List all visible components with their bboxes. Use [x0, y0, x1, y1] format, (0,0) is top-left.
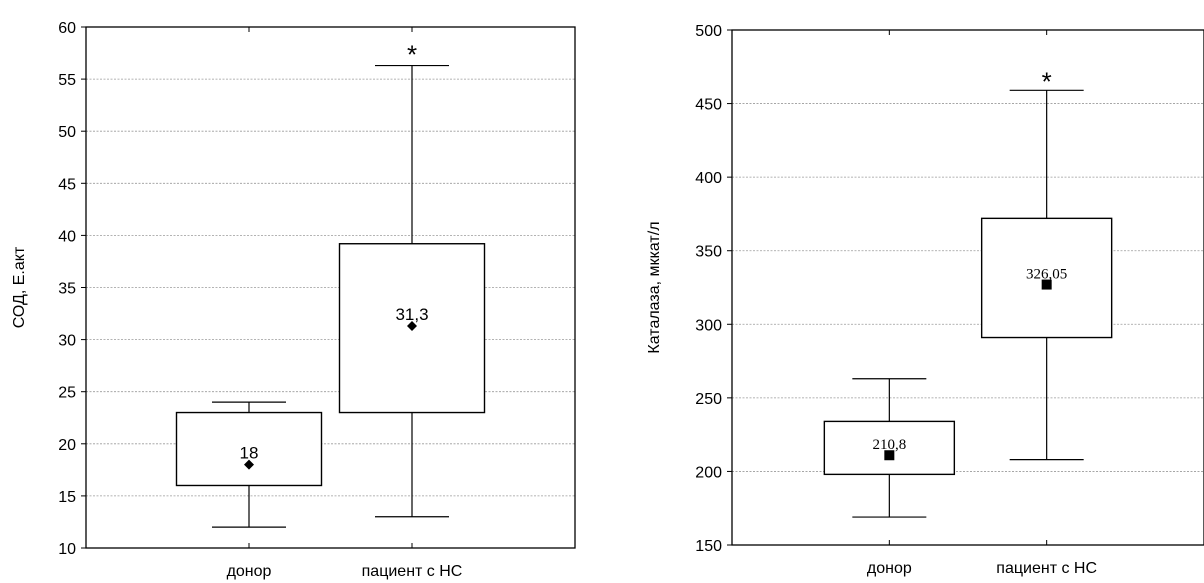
- chart1-x-category-label: пациент с НС: [362, 563, 463, 580]
- chart1-box-2-center-marker: [407, 321, 417, 332]
- chart1-y-tick-label: 45: [58, 176, 76, 193]
- chart1-plot-frame: [85, 26, 576, 549]
- chart2-box-2-significance-mark: *: [1042, 66, 1052, 96]
- chart1-y-tick-label: 10: [58, 541, 76, 558]
- chart1-box-2-value-label: 31,3: [395, 305, 428, 324]
- chart1-y-tick-label: 50: [58, 124, 76, 141]
- chart2-box-2-iqr-box: [980, 217, 1113, 339]
- chart1-y-tick-label: 25: [58, 385, 76, 402]
- chart1-y-tick-label: 20: [58, 437, 76, 454]
- chart2-y-tick-label: 450: [695, 97, 722, 114]
- chart2-box-2-center-marker: [1041, 279, 1052, 290]
- chart1-y-tick-label: 55: [58, 72, 76, 89]
- chart2-y-axis-title: Каталаза, мккат/л: [646, 221, 663, 353]
- chart1-y-tick-label: 15: [58, 489, 76, 506]
- chart1-box-2-significance-mark: *: [407, 40, 417, 70]
- chart1-y-tick-label: 40: [58, 228, 76, 245]
- chart1-y-tick-label: 30: [58, 333, 76, 350]
- chart2-y-tick-label: 300: [695, 317, 722, 334]
- chart2-y-tick-label: 200: [695, 464, 722, 481]
- chart2-y-tick-label: 500: [695, 23, 722, 40]
- chart2-y-tick-label: 350: [695, 244, 722, 261]
- chart2-box-2-value-label: 326,05: [1026, 267, 1067, 283]
- chart2-box-1-value-label: 210,8: [872, 437, 906, 453]
- chart1-box-1-value-label: 18: [240, 444, 259, 463]
- chart2-plot-frame: [731, 29, 1204, 546]
- chart1-box-1-center-marker: [244, 459, 254, 470]
- chart1-y-tick-label: 60: [58, 20, 76, 37]
- chart2-x-category-label: пациент с НС: [996, 560, 1097, 577]
- chart2-y-tick-label: 150: [695, 538, 722, 555]
- chart1-x-category-label: донор: [227, 563, 272, 580]
- chart1-y-tick-label: 35: [58, 281, 76, 298]
- chart1-box-1-iqr-box: [175, 411, 323, 487]
- chart2-x-category-label: донор: [867, 560, 912, 577]
- chart2-box-1-center-marker: [884, 450, 895, 461]
- chart2-y-tick-label: 250: [695, 391, 722, 408]
- chart2-y-tick-label: 400: [695, 170, 722, 187]
- chart1-y-axis-title: СОД, Е.акт: [11, 246, 28, 328]
- chart2-box-1-iqr-box: [823, 420, 956, 476]
